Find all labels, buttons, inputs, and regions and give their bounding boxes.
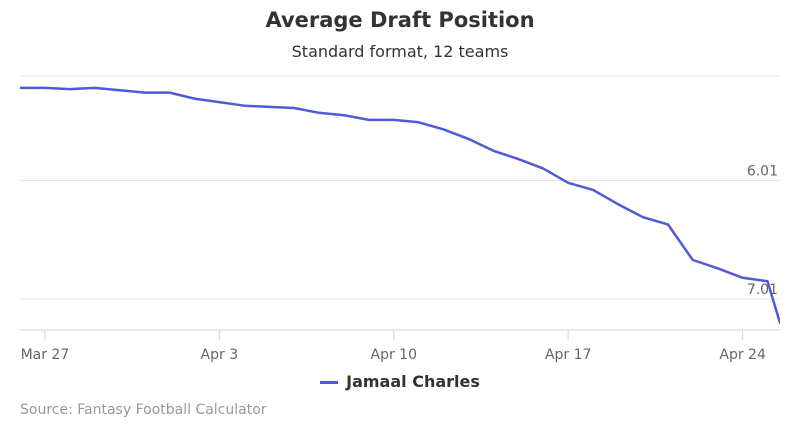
chart-title: Average Draft Position	[265, 8, 535, 32]
tick-labels: 6.01 7.01 Mar 27 Apr 3 Apr 10 Apr 17 Apr 24	[21, 163, 778, 363]
legend-swatch	[320, 380, 339, 384]
legend-label: Jamaal Charles	[346, 372, 480, 391]
y-tick-label: 7.01	[747, 282, 778, 298]
grid-lines	[20, 75, 780, 300]
series-line	[20, 86, 780, 325]
x-axis	[20, 329, 780, 340]
chart-subtitle: Standard format, 12 teams	[291, 42, 509, 61]
x-tick-label: Apr 10	[371, 347, 417, 363]
x-tick-label: Apr 24	[719, 347, 766, 363]
x-tick-label: Apr 17	[545, 347, 591, 363]
x-tick-label: Apr 3	[201, 347, 239, 363]
x-tick-label: Mar 27	[21, 347, 70, 363]
credits[interactable]: Source: Fantasy Football Calculator	[20, 402, 267, 418]
legend[interactable]: Jamaal Charles	[0, 372, 800, 391]
series-layer	[20, 86, 780, 325]
y-tick-label: 6.01	[747, 163, 778, 179]
